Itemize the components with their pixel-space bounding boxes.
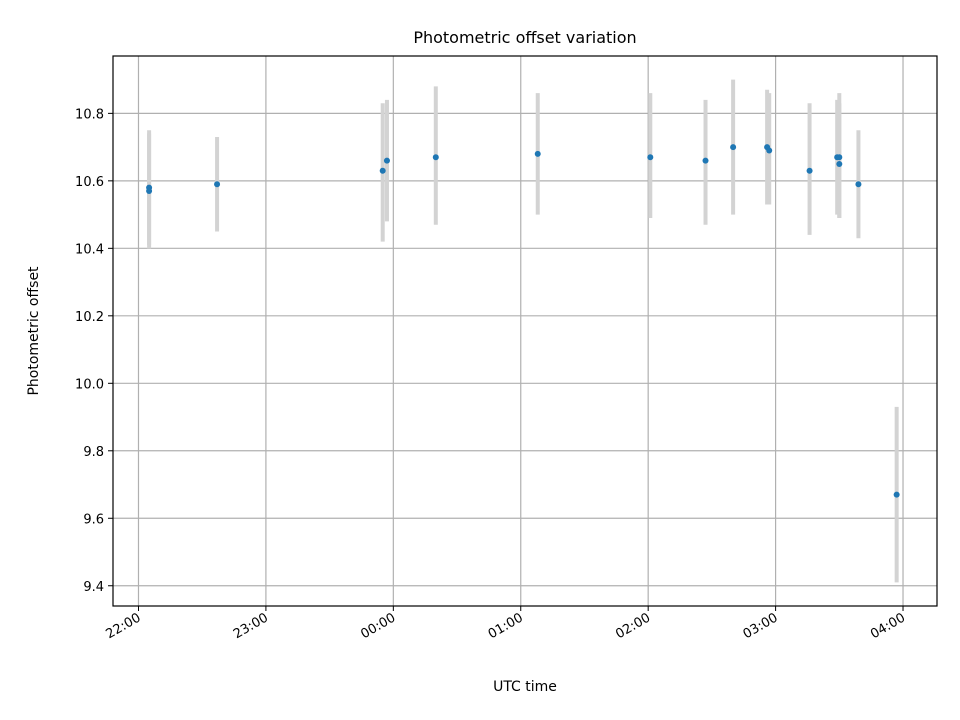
data-point [836, 160, 843, 167]
data-point [534, 150, 541, 157]
data-point [893, 491, 900, 498]
data-point [702, 157, 709, 164]
y-tick-label: 9.4 [83, 580, 104, 595]
y-axis-label: Photometric offset [26, 266, 42, 396]
chart-title: Photometric offset variation [413, 28, 636, 47]
data-points [146, 144, 900, 498]
data-point [730, 144, 737, 151]
data-point [214, 181, 221, 188]
data-point [806, 167, 813, 174]
y-tick-label: 10.8 [75, 107, 104, 122]
grid-lines [113, 56, 937, 606]
data-point [383, 157, 390, 164]
data-point [379, 167, 386, 174]
data-point [855, 181, 862, 188]
y-tick-label: 10.4 [75, 242, 104, 257]
data-point [836, 154, 843, 161]
data-point [647, 154, 654, 161]
plot-area-frame [112, 55, 938, 607]
data-point [432, 154, 439, 161]
y-tick-label: 10.0 [75, 377, 104, 392]
x-axis-label: UTC time [493, 679, 557, 695]
y-tick-label: 10.6 [75, 175, 104, 190]
y-tick-label: 9.6 [83, 512, 104, 527]
y-tick-label: 9.8 [83, 445, 104, 460]
data-point [146, 187, 153, 194]
data-point [766, 147, 773, 154]
y-tick-label: 10.2 [75, 310, 104, 325]
